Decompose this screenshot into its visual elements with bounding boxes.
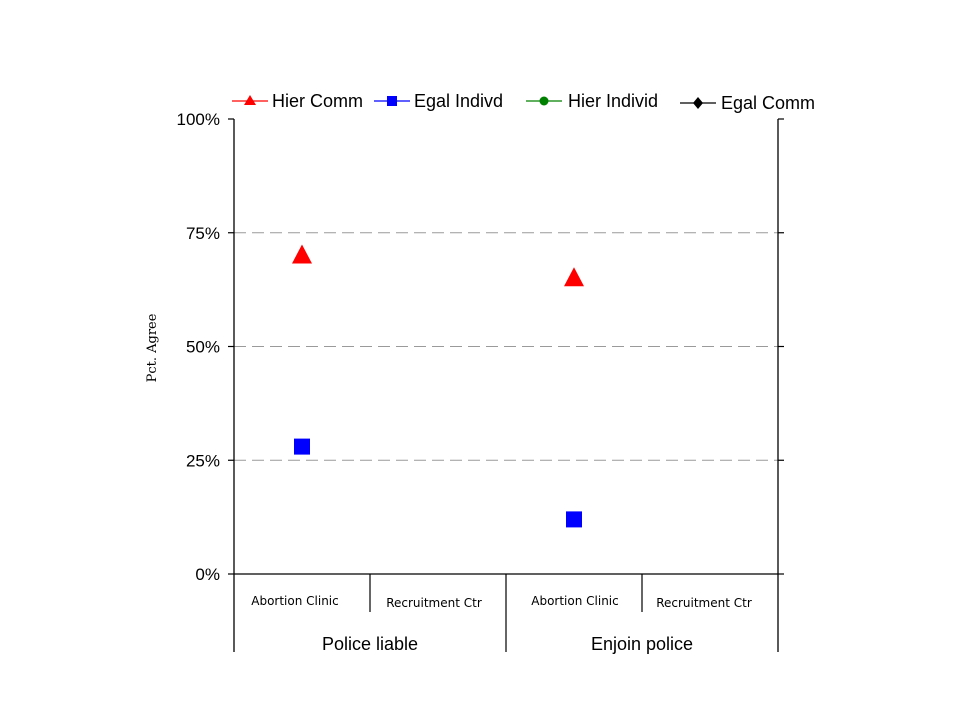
data-point-hier-comm (292, 244, 312, 264)
data-point-egal-indivd (294, 438, 310, 455)
category-label: Recruitment Ctr (386, 596, 482, 610)
y-tick-label: 100% (177, 110, 220, 129)
group-label: Enjoin police (591, 634, 693, 654)
circle-marker-icon (539, 96, 549, 106)
y-tick-label: 75% (186, 224, 220, 243)
legend-label-egal-indivd: Egal Indivd (414, 91, 503, 111)
y-ticks: 0% 25% 50% 75% 100% (177, 110, 784, 584)
y-tick-label: 25% (186, 451, 220, 470)
triangle-marker-icon (244, 95, 256, 105)
category-label: Abortion Clinic (251, 594, 339, 608)
gridlines (234, 232, 778, 461)
legend: Hier Comm Egal Indivd Hier Individ Egal … (232, 91, 815, 113)
category-label: Recruitment Ctr (656, 596, 752, 610)
data-point-egal-indivd (566, 511, 582, 528)
legend-label-hier-individ: Hier Individ (568, 91, 658, 111)
data-point-hier-comm (564, 267, 584, 287)
legend-item-egal-indivd: Egal Indivd (374, 91, 503, 111)
data-points (292, 244, 584, 528)
category-label: Abortion Clinic (531, 594, 619, 608)
category-labels: Abortion Clinic Recruitment Ctr Abortion C… (251, 594, 752, 610)
legend-item-egal-comm: Egal Comm (680, 93, 815, 113)
y-tick-label: 50% (186, 338, 220, 357)
legend-label-egal-comm: Egal Comm (721, 93, 815, 113)
axes (233, 119, 779, 652)
legend-label-hier-comm: Hier Comm (272, 91, 363, 111)
y-tick-label: 0% (195, 565, 220, 584)
legend-item-hier-individ: Hier Individ (526, 91, 658, 111)
square-marker-icon (387, 96, 397, 106)
legend-item-hier-comm: Hier Comm (232, 91, 363, 111)
y-axis-label: Pct. Agree (145, 313, 160, 382)
group-label: Police liable (322, 634, 418, 654)
diamond-marker-icon (693, 97, 703, 109)
group-labels: Police liable Enjoin police (322, 634, 693, 654)
